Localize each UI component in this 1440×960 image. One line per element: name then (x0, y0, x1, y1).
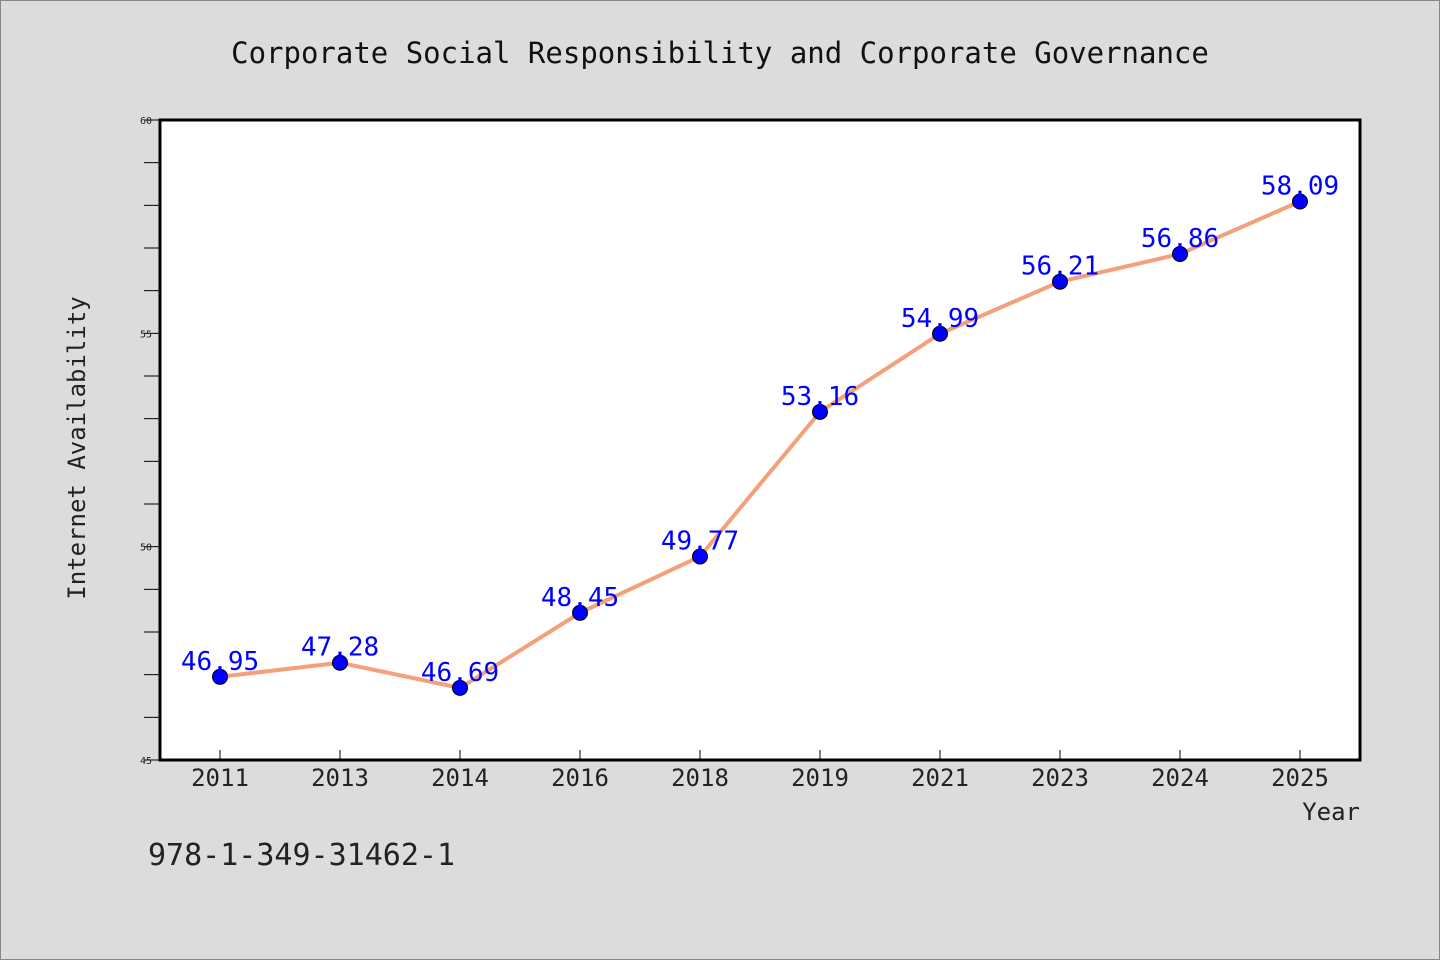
x-tick-label: 2013 (311, 764, 369, 792)
data-label: 58.09 (1261, 171, 1339, 201)
data-point (1052, 273, 1068, 290)
x-axis: 2011 2013 2014 2016 2018 2019 2021 2023 2024 2025 (191, 750, 1329, 792)
data-label: 53.16 (781, 382, 859, 412)
data-point (692, 548, 708, 565)
x-tick-label: 2011 (191, 764, 249, 792)
data-label: 47.28 (301, 633, 379, 663)
data-label: 54.99 (901, 304, 979, 334)
data-label: 56.21 (1021, 252, 1099, 282)
x-axis-label: Year (1302, 798, 1360, 826)
data-point (212, 668, 228, 685)
data-label: 48.45 (541, 583, 619, 613)
data-label: 56.86 (1141, 224, 1219, 254)
plot-area (160, 120, 1360, 760)
data-label: 46.69 (421, 658, 499, 688)
x-tick-label: 2024 (1151, 764, 1209, 792)
x-tick-label: 2014 (431, 764, 489, 792)
chart-title: Corporate Social Responsibility and Corp… (231, 36, 1209, 70)
x-tick-label: 2023 (1031, 764, 1089, 792)
plot-frame (158, 118, 1362, 762)
x-tick-label: 2019 (791, 764, 849, 792)
x-tick-label: 2018 (671, 764, 729, 792)
data-point (452, 679, 468, 696)
y-tick-label: 50 (140, 543, 152, 554)
y-tick-label: 45 (140, 756, 152, 767)
x-tick-label: 2025 (1271, 764, 1329, 792)
x-tick-label: 2021 (911, 764, 969, 792)
x-tick-label: 2016 (551, 764, 609, 792)
y-tick-label: 55 (140, 329, 152, 340)
data-label: 49.77 (661, 526, 739, 556)
series-layer: 46.95 47.28 46.69 48.45 49.77 53.16 54.99 56.21… (181, 171, 1339, 696)
data-point (1172, 245, 1188, 262)
y-tick-label: 60 (140, 116, 152, 127)
series-line (219, 199, 1301, 690)
data-point (332, 654, 348, 671)
y-axis: 45 50 55 60 (140, 116, 160, 767)
data-point (932, 325, 948, 342)
data-label: 46.95 (181, 647, 259, 677)
isbn-text: 978-1-349-31462-1 (148, 838, 455, 873)
data-point (1292, 193, 1308, 210)
data-point (812, 403, 828, 420)
data-point (572, 604, 588, 621)
y-axis-label: Internet Availability (63, 296, 91, 599)
